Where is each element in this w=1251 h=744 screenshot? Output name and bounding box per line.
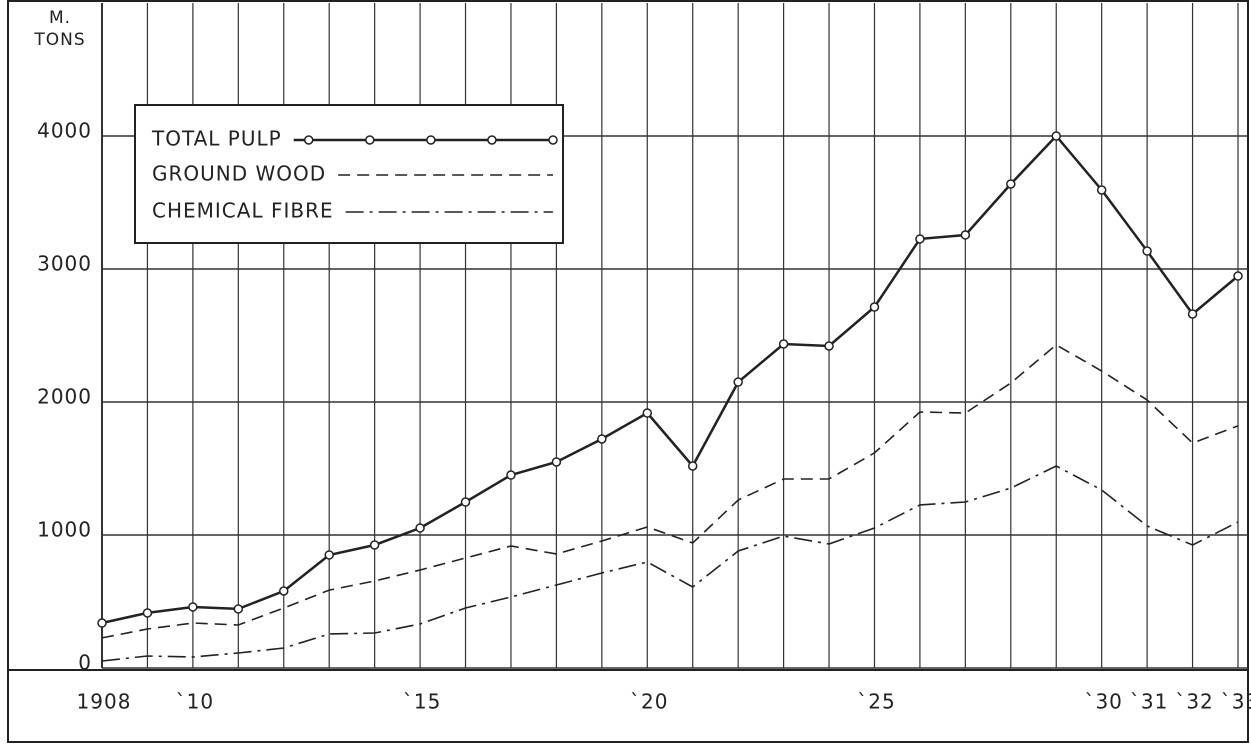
- legend: TOTAL PULP GROUND WOOD CHEMICAL FIBRE: [134, 104, 564, 244]
- point-marker: [233, 604, 244, 614]
- point-marker: [869, 302, 880, 312]
- legend-marker: [548, 135, 558, 145]
- legend-marker: [303, 135, 314, 145]
- legend-label: TOTAL PULP: [151, 127, 282, 151]
- x-tick-label: `20: [630, 690, 668, 714]
- chart-frame: [7, 0, 1249, 743]
- point-marker: [687, 461, 698, 471]
- point-marker: [597, 434, 607, 444]
- legend-marker: [365, 135, 375, 145]
- point-marker: [960, 230, 971, 240]
- point-marker: [279, 586, 289, 596]
- point-marker: [642, 408, 653, 418]
- y-axis-label: M.: [49, 8, 71, 28]
- y-tick-label: 2000: [37, 385, 92, 409]
- y-tick-label: 4000: [37, 119, 92, 143]
- y-axis-label: TONS: [33, 30, 85, 50]
- point-marker: [733, 377, 743, 387]
- point-marker: [1187, 309, 1198, 319]
- point-marker: [915, 234, 925, 244]
- legend-marker: [426, 135, 436, 145]
- point-marker: [188, 602, 198, 612]
- y-tick-label: 1000: [37, 518, 92, 542]
- x-tick-label: `30: [1084, 690, 1122, 714]
- point-marker: [1006, 179, 1016, 189]
- point-marker: [1142, 246, 1152, 256]
- point-marker: [97, 618, 107, 628]
- legend-box: [134, 104, 564, 244]
- point-marker: [415, 523, 425, 533]
- point-marker: [460, 497, 471, 507]
- x-tick-label: `15: [403, 690, 441, 714]
- x-tick-label: 1908: [77, 690, 132, 714]
- point-marker: [324, 550, 334, 560]
- series-line: [101, 134, 1239, 625]
- y-tick-label: 0: [78, 651, 92, 675]
- point-marker: [142, 608, 153, 618]
- series-line: [101, 343, 1239, 639]
- series-line: [101, 465, 1239, 662]
- point-marker: [506, 470, 516, 480]
- point-marker: [369, 540, 380, 550]
- point-marker: [1051, 131, 1061, 141]
- x-tick-label: `32: [1175, 690, 1213, 714]
- point-marker: [551, 457, 562, 467]
- x-tick-label: `10: [176, 690, 214, 714]
- point-marker: [824, 341, 834, 351]
- legend-label: CHEMICAL FIBRE: [152, 199, 334, 223]
- x-tick-label: `33: [1221, 690, 1251, 714]
- point-marker: [1233, 271, 1243, 281]
- x-tick-label: `31: [1130, 690, 1168, 714]
- x-tick-label: `25: [857, 690, 895, 714]
- legend-marker: [487, 135, 497, 145]
- point-marker: [778, 339, 789, 349]
- legend-label: GROUND WOOD: [152, 162, 326, 186]
- y-tick-label: 3000: [37, 252, 92, 276]
- point-marker: [1096, 185, 1107, 195]
